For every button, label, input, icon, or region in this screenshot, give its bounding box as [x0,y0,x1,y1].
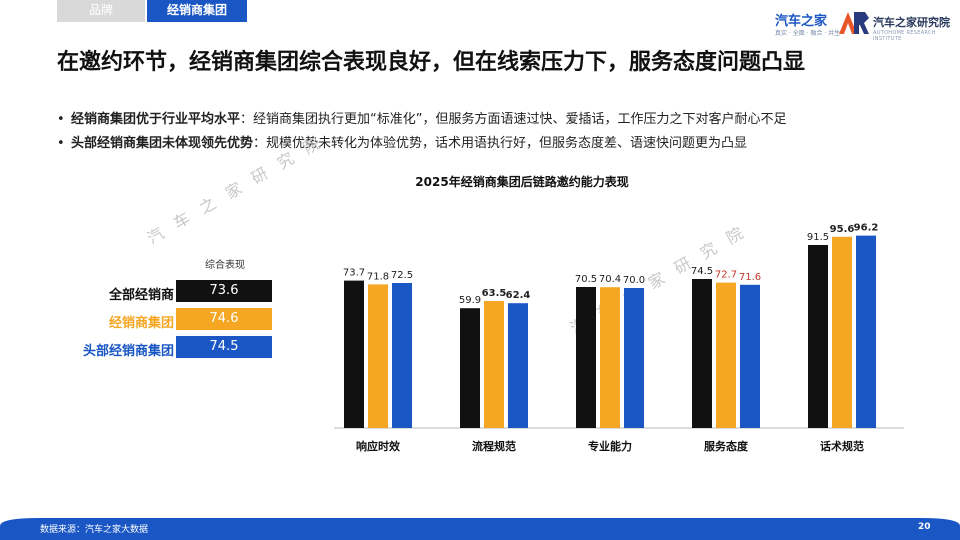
bar-1-0 [460,308,480,428]
overall-value-dealer-group: 74.6 [176,308,272,330]
category-label-3: 服务态度 [704,439,749,453]
overall-label-top-dealer-group: 头部经销商集团 [82,344,174,359]
institute-logo-icon [839,12,869,34]
bullet-heading: 经销商集团优于行业平均水平 [71,112,241,127]
data-label-4-0: 91.5 [807,232,829,243]
page-number: 20 [918,522,931,532]
category-label-2: 专业能力 [588,439,632,453]
bar-4-0 [808,245,828,428]
watermark: 汽车之家研究院 [567,216,759,338]
bar-0-2 [392,283,412,428]
category-label-1: 流程规范 [472,439,516,453]
bullet-item: • 头部经销商集团未体现领先优势：规模优势未转化为体验优势，话术用语执行好，但服务… [57,136,748,151]
data-label-1-0: 59.9 [459,295,481,306]
bar-0-0 [344,280,364,428]
data-label-1-2: 62.4 [506,290,531,301]
bar-3-2 [740,284,760,428]
data-source: 数据来源：汽车之家大数据 [40,525,149,535]
data-label-0-1: 71.8 [367,271,389,282]
bar-3-1 [716,282,736,428]
autohome-logo-tagline: 真实 · 全面 · 融合 · 共生 [775,30,841,37]
bullet-text: ：规模优势未转化为体验优势，话术用语执行好，但服务态度差、语速快问题更为凸显 [253,136,748,151]
bullet-heading: 头部经销商集团未体现领先优势 [71,136,254,151]
data-label-1-1: 63.5 [482,288,507,299]
data-label-4-1: 95.6 [830,224,855,235]
tab-brand[interactable]: 品牌 [57,0,145,22]
data-label-3-2: 71.6 [739,272,761,283]
data-label-3-1: 72.7 [715,270,737,281]
page-title: 在邀约环节，经销商集团综合表现良好，但在线索压力下，服务态度问题凸显 [57,50,806,75]
overall-title: 综合表现 [205,260,245,271]
bullet-text: ：经销商集团执行更加“标准化”，但服务方面语速过快、爱插话，工作压力之下对客户耐… [240,112,787,127]
bar-3-0 [692,279,712,428]
overall-value-all-dealers: 73.6 [176,280,272,302]
category-label-0: 响应时效 [356,439,401,453]
overall-value-top-dealer-group: 74.5 [176,336,272,358]
autohome-logo: 汽车之家 [775,14,828,29]
chart-title: 2025年经销商集团后链路邀约能力表现 [415,174,628,189]
bar-1-1 [484,301,504,428]
bar-4-2 [856,235,876,428]
data-label-2-0: 70.5 [575,274,597,285]
data-label-0-2: 72.5 [391,270,413,281]
bar-0-1 [368,284,388,428]
data-label-0-0: 73.7 [343,268,365,279]
bar-1-2 [508,303,528,428]
footer-bar [0,518,960,540]
data-label-4-2: 96.2 [854,223,879,234]
bullet-item: • 经销商集团优于行业平均水平：经销商集团执行更加“标准化”，但服务方面语速过快、… [57,112,787,127]
bar-4-1 [832,236,852,428]
overall-label-dealer-group: 经销商集团 [108,316,174,331]
tab-dealer-group[interactable]: 经销商集团 [147,0,247,22]
institute-logo-tagline: AUTOHOME RESEARCH INSTITUTE [873,30,936,42]
data-label-2-1: 70.4 [599,274,621,285]
institute-logo-text: 汽车之家研究院 [873,16,950,29]
category-label-4: 话术规范 [820,439,864,453]
overall-label-all-dealers: 全部经销商 [108,288,174,303]
